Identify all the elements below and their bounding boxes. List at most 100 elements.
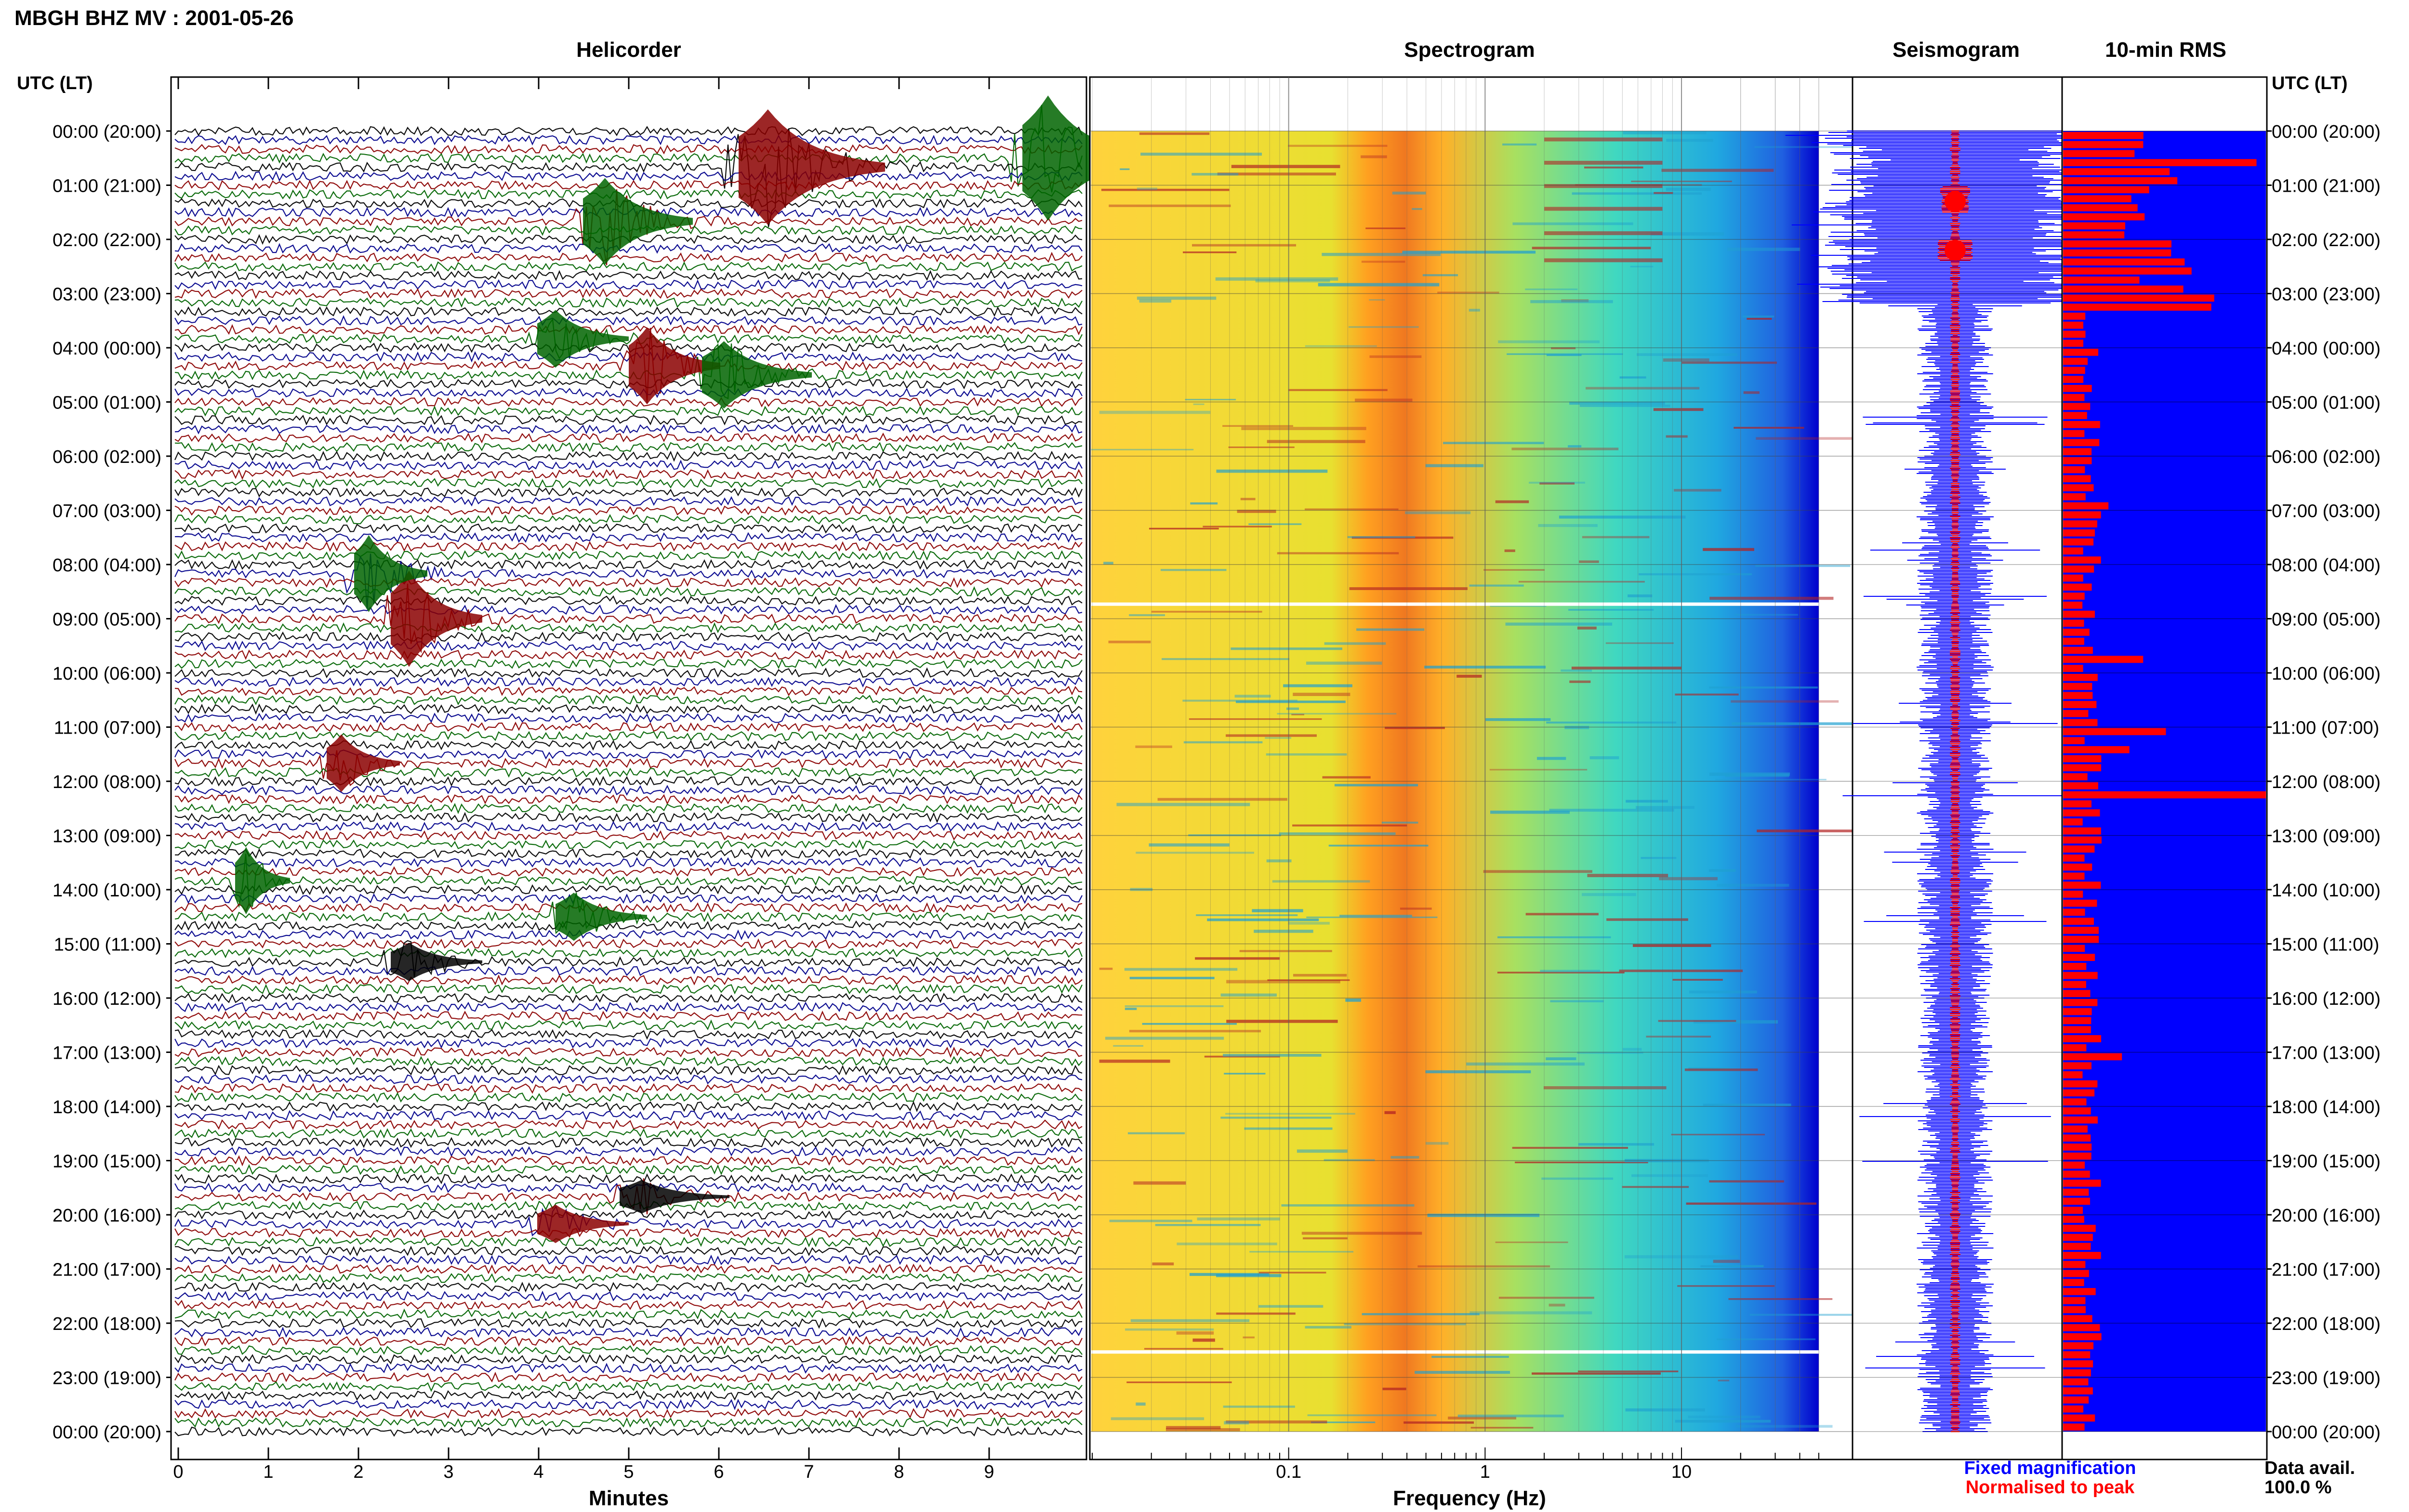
rms-bar [2063,1017,2091,1025]
rms-bar [2063,719,2098,726]
helicorder-trace-line [174,848,1083,859]
spectrogram-streak [1356,628,1425,631]
spectrogram-streak [1498,340,1600,343]
helicorder-trace-line [174,343,1083,399]
spectrogram-streak [1709,686,1818,689]
spectrogram-streak [1633,944,1711,947]
rms-bar [2063,403,2091,410]
spectrogram-streak [1266,753,1347,756]
spectrogram-streak [1529,482,1585,484]
spectrogram-streak [1334,784,1418,787]
spectrogram-streak [1135,745,1172,748]
spectrogram-streak [1133,1181,1186,1185]
spectrogram-streak [1255,279,1330,283]
spectrogram-streak [1217,172,1336,176]
rms-bar [2063,285,2184,293]
spectrogram-streak [1215,277,1338,281]
seismogram-panel [1785,76,2125,1460]
helicorder-trace-line [174,105,1083,193]
spectrogram-streak [1129,1030,1261,1033]
legend-fixed-magnification: Fixed magnification [1964,1458,2136,1478]
spectrogram-x-tick-label: 1 [1480,1462,1490,1482]
helicorder-event [391,943,482,981]
rms-bar [2063,809,2100,816]
rms-bar [2063,421,2100,428]
helicorder-trace-line [174,315,1083,326]
helicorder-trace-line [174,1155,1083,1167]
helicorder-trace-line [174,405,1083,417]
spectrogram-streak [1306,661,1382,665]
legend-normalised-to-peak: Normalised to peak [1966,1477,2135,1498]
helicorder-trace-line [174,940,1083,977]
spectrogram-streak [1193,403,1204,405]
rms-bar [2063,845,2095,853]
right-hour-label: 12:00 (08:00) [2272,772,2381,792]
rms-bar [2063,376,2084,383]
spectrogram-streak [1674,489,1721,492]
spectrogram-streak [1129,614,1165,617]
rms-bar [2063,349,2099,356]
spectrogram-streak [1754,146,1868,148]
spectrogram-streak [1305,508,1399,511]
spectrogram-streak [1226,1420,1327,1424]
spectrogram-streak [1578,1143,1655,1146]
spectrogram-streak [1661,169,1774,172]
rms-bar [2063,457,2092,464]
rms-bar [2063,520,2097,527]
rms-bar [2063,258,2185,266]
right-hour-label: 10:00 (06:00) [2272,664,2381,684]
spectrogram-streak [1216,469,1328,473]
helicorder-event [354,535,427,612]
spectrogram-burst [1544,231,1663,236]
helicorder-panel: 00:00 (20:00) 00:00 (20:00) 01:00 (21:00) 0… [53,76,2381,1482]
helicorder-event [556,893,647,941]
rms-bar [2063,186,2149,194]
helicorder-trace-line [174,703,1083,715]
spectrogram-streak [1681,361,1777,364]
spectrogram-streak [1525,288,1578,290]
spectrogram-streak [1385,726,1445,729]
spectrogram-streak [1736,1425,1833,1428]
spectrogram-streak [1182,699,1297,702]
spectrogram-streak [1392,191,1426,195]
helicorder-hour-label: 16:00 (12:00) [53,989,161,1009]
helicorder-event [537,1204,629,1243]
spectrogram-streak [1310,1421,1376,1423]
spectrogram-streak [1550,1000,1604,1002]
helicorder-trace-line [174,1019,1083,1030]
spectrogram-streak [1497,936,1611,938]
spectrogram-streak [1641,857,1677,859]
spectrogram-streak [1225,1113,1355,1115]
spectrogram-streak [1571,666,1682,670]
spectrogram-streak [1228,447,1295,448]
spectrogram-streak [1236,700,1346,703]
helicorder-trace-line [174,1317,1083,1329]
helicorder-xlabel: Minutes [589,1486,669,1510]
spectrogram-burst [1544,160,1663,165]
helicorder-hour-label: 19:00 (15:00) [53,1152,161,1172]
helicorder-trace-line [174,387,1083,399]
helicorder-hour-label: 06:00 (02:00) [53,447,161,467]
helicorder-x-tick-label: 6 [714,1462,724,1482]
helicorder-hour-label: 17:00 (13:00) [53,1043,161,1064]
helicorder-x-tick-label: 2 [353,1462,363,1482]
rms-bar [2063,1342,2094,1350]
helicorder-hour-label: 11:00 (07:00) [54,718,161,738]
spectrogram-streak [1403,1421,1474,1424]
right-hour-label: 18:00 (14:00) [2272,1097,2381,1118]
rms-bar [2063,1161,2085,1169]
helicorder-hour-label: 14:00 (10:00) [53,881,161,901]
rms-bar [2063,204,2138,211]
spectrogram-streak [1636,353,1737,356]
spectrogram-streak [1511,447,1619,450]
spectrogram-streak [1101,188,1230,191]
helicorder-trace-line [174,1001,1083,1012]
spectrogram-streak [1688,1415,1760,1419]
spectrogram-streak [1425,1070,1531,1074]
spectrogram-streak [1361,155,1387,158]
spectrogram-streak [1189,718,1322,720]
helicorder-x-tick-label: 4 [533,1462,543,1482]
rms-bar [2063,1144,2092,1151]
spectrogram-streak [1717,1338,1816,1341]
helicorder-hour-label: 23:00 (19:00) [53,1368,161,1389]
